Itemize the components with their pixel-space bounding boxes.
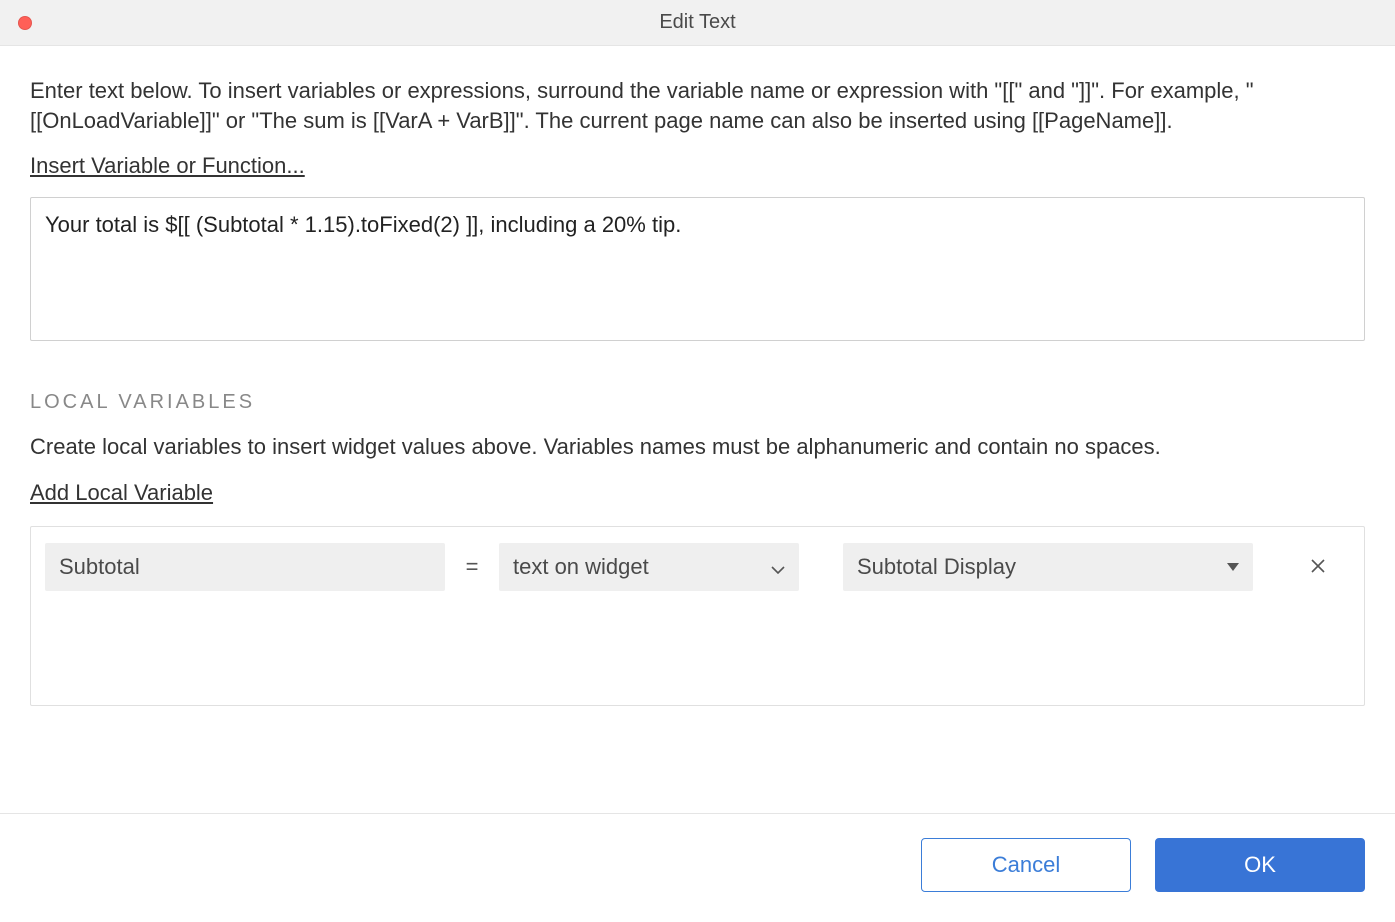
instructions-text: Enter text below. To insert variables or… [30,76,1365,135]
close-icon [1310,558,1326,574]
variable-target-select[interactable]: Subtotal Display [843,543,1253,591]
variable-type-value: text on widget [513,554,649,580]
window-titlebar: Edit Text [0,0,1395,46]
variable-target-value: Subtotal Display [857,554,1016,580]
window-title: Edit Text [659,11,735,34]
chevron-down-icon [771,554,785,580]
local-variables-header: LOCAL VARIABLES [30,391,1365,414]
expression-textarea[interactable] [30,197,1365,341]
remove-variable-button[interactable] [1304,554,1332,580]
equals-label: = [445,554,499,580]
variable-type-select[interactable]: text on widget [499,543,799,591]
local-variables-description: Create local variables to insert widget … [30,432,1365,462]
cancel-button[interactable]: Cancel [921,838,1131,892]
ok-button[interactable]: OK [1155,838,1365,892]
variable-name-input[interactable] [45,543,445,591]
triangle-down-icon [1227,563,1239,571]
dialog-footer: Cancel OK [0,813,1395,922]
insert-variable-link[interactable]: Insert Variable or Function... [30,153,305,179]
local-variables-list: = text on widget Subtotal Display [30,526,1365,706]
add-local-variable-link[interactable]: Add Local Variable [30,480,213,506]
dialog-content: Enter text below. To insert variables or… [0,46,1395,813]
close-window-button[interactable] [18,16,32,30]
variable-row: = text on widget Subtotal Display [45,543,1350,591]
